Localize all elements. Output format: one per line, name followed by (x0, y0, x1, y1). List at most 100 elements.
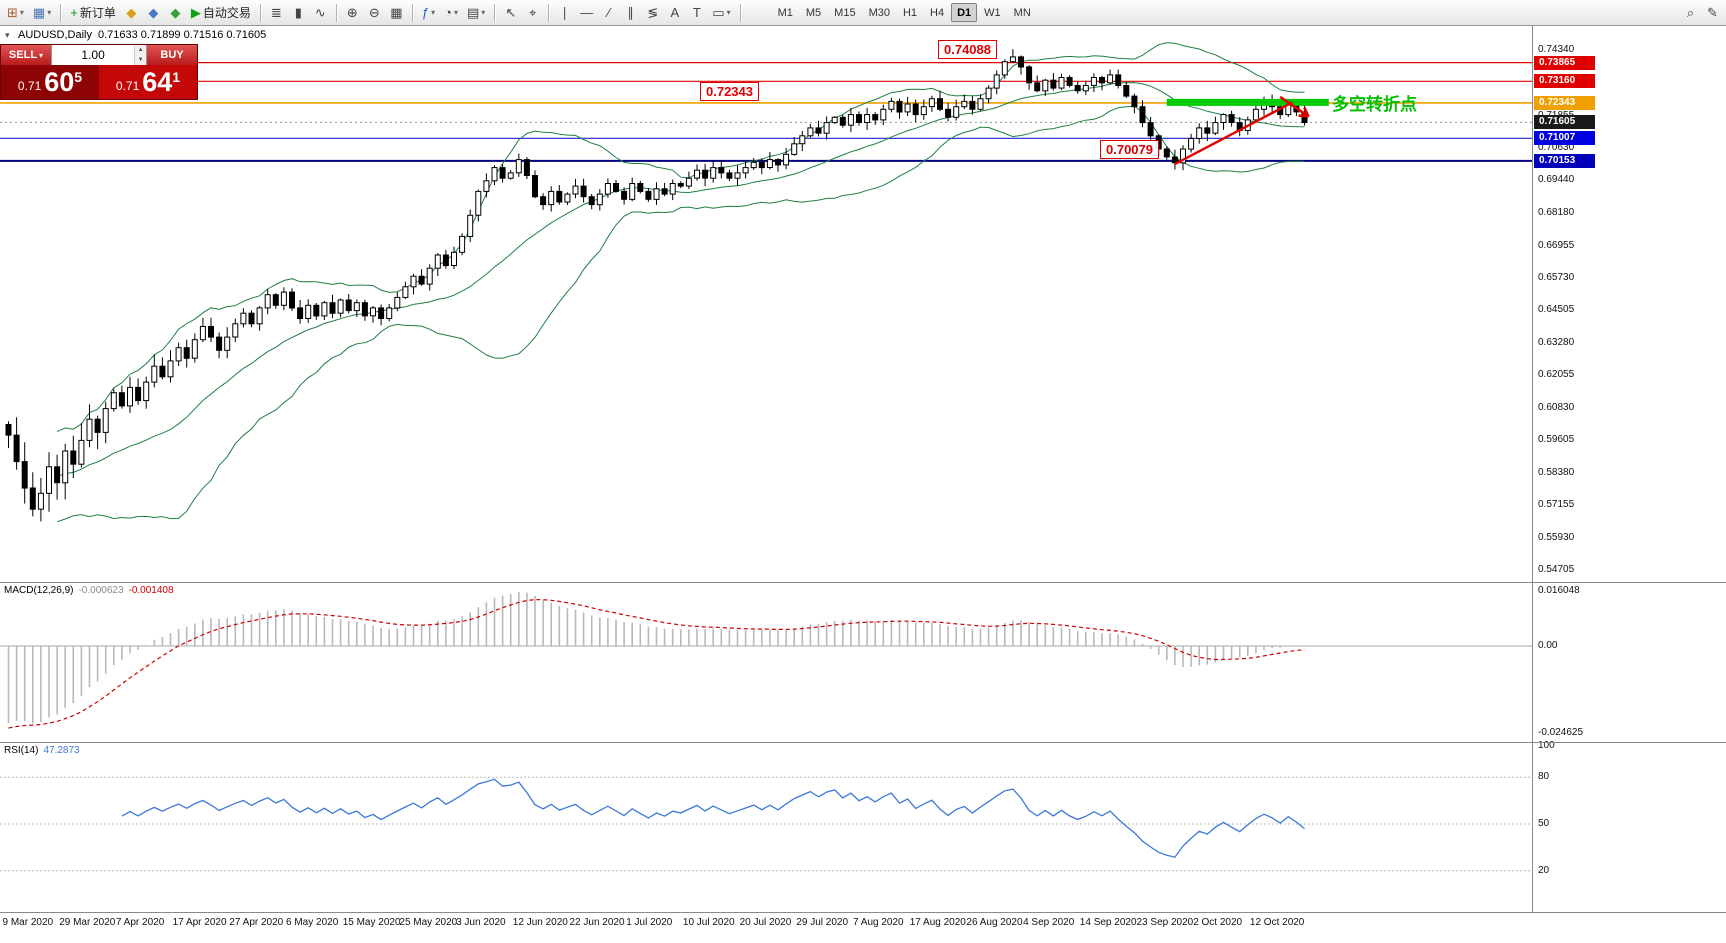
time-axis-label: 1 Jul 2020 (626, 917, 673, 928)
vertical-line-button[interactable]: ∣ (554, 2, 575, 23)
price-scale-tick: 0.59605 (1538, 434, 1575, 446)
rsi-panel[interactable] (0, 742, 1532, 912)
time-axis-label: 25 May 2020 (399, 917, 458, 928)
service-button[interactable]: ◆ (165, 2, 186, 23)
timeframe-m15[interactable]: M15 (828, 3, 861, 22)
sell-button[interactable]: SELL ▾ (1, 45, 51, 65)
one-click-collapse-icon[interactable]: ▾ (5, 30, 10, 40)
candlestick-chart-button[interactable]: ▮ (288, 2, 309, 23)
price-scale-tick: 0.74340 (1538, 44, 1575, 55)
time-axis-label: 10 Jul 2020 (682, 917, 735, 928)
text-icon: A (670, 5, 680, 20)
price-scale-tick: 0.54705 (1538, 564, 1575, 575)
buy-button[interactable]: BUY (147, 45, 197, 65)
time-axis-label: 12 Jun 2020 (512, 917, 568, 928)
toolbar-separator (60, 3, 62, 22)
bar-chart-button[interactable]: ≣ (266, 2, 287, 23)
trendline-button[interactable]: ∕ (598, 2, 619, 23)
price-scale-tick: 0.57155 (1538, 499, 1575, 511)
new-order-button[interactable]: + 新订单 (66, 2, 120, 23)
price-scale-tick: 0.70630 (1538, 142, 1575, 154)
price-scale-tick: 0.71855 (1538, 110, 1574, 121)
rsi-indicator-label: RSI(14) 47.2873 (4, 745, 80, 756)
time-axis-label: 29 Jul 2020 (796, 917, 849, 928)
price-scale[interactable]: 0.74340 0.71855 0.70630 0.69440 0.68180 0.669… (1533, 26, 1726, 912)
new-order-button-label: 新订单 (79, 6, 116, 20)
quick-draw-button[interactable]: ✎ (1702, 2, 1723, 23)
macd-indicator-label: MACD(12,26,9) -0.000623 -0.001408 (4, 585, 174, 596)
timeframe-m1[interactable]: M1 (772, 3, 799, 22)
volume-field: ▲ ▼ (51, 45, 147, 65)
time-axis-label: 17 Aug 2020 (909, 917, 966, 928)
cursor-button[interactable]: ↖ (500, 2, 521, 23)
macd-panel[interactable] (0, 582, 1532, 742)
annotation-peak-price[interactable]: 0.74088 (938, 40, 997, 59)
timeframe-m5[interactable]: M5 (800, 3, 827, 22)
templates-icon: ▤ (466, 5, 480, 20)
price-tag: 0.71007 (1534, 131, 1595, 146)
time-axis-label: 2 Oct 2020 (1193, 917, 1243, 928)
time-axis-label: 27 Apr 2020 (229, 917, 284, 928)
text-button[interactable]: A (664, 2, 685, 23)
templates-button[interactable]: ▤ ▾ (463, 2, 489, 23)
community-icon: ◆ (148, 5, 159, 20)
macd-scale-max: 0.016048 (1538, 585, 1580, 596)
zoom-in-button[interactable]: ⊕ (342, 2, 363, 23)
dropdown-arrow-icon: ▾ (453, 8, 458, 17)
price-tag: 0.72343 (1534, 95, 1595, 110)
periods-button[interactable]: ◔ ▾ (440, 2, 462, 23)
timeframe-h1[interactable]: H1 (897, 3, 923, 22)
new-chart-button[interactable]: ⊞ ▾ (3, 2, 28, 23)
timeframe-d1[interactable]: D1 (951, 3, 978, 22)
line-chart-button[interactable]: ∿ (310, 2, 331, 23)
tile-windows-button[interactable]: ▦ (386, 2, 407, 23)
candlestick-plot[interactable] (0, 26, 1532, 582)
search-button[interactable]: ⌕ (1680, 2, 1701, 23)
sell-price-button[interactable]: 0.71 60 5 (1, 65, 99, 99)
zoom-in-icon: ⊕ (346, 5, 358, 20)
autotrading-button[interactable]: ▶ 自动交易 (187, 2, 255, 23)
volume-up-button[interactable]: ▲ (135, 45, 146, 55)
zoom-out-button[interactable]: ⊖ (364, 2, 385, 23)
main-toolbar: ⊞ ▾ ▦ ▾ + 新订单 ◆ ◆ ◆ ▶ 自动交易 ≣ ▮ ∿ ⊕ ⊖ ▦ ƒ ▾ ◔ ▾ ▤ ▾ ↖ ⌖ ∣ ― ∕ ∥ ≶ A T ▭ ▾ M… (0, 0, 1726, 26)
timeframe-h4[interactable]: H4 (924, 3, 950, 22)
horizontal-line-button[interactable]: ― (576, 2, 597, 23)
price-tag: 0.73865 (1534, 55, 1595, 70)
vertical-line-icon: ∣ (561, 5, 569, 20)
time-axis-label: 14 Sep 2020 (1079, 917, 1137, 928)
time-scale[interactable]: 9 Mar 2020 29 Mar 2020 7 Apr 2020 17 Apr 20… (0, 913, 1532, 943)
turning-point-label[interactable]: 多空转折点 (1332, 95, 1417, 114)
annotation-mid-price[interactable]: 0.72343 (700, 82, 759, 101)
autotrading-button-label: 自动交易 (202, 6, 251, 20)
volume-down-button[interactable]: ▼ (135, 55, 146, 65)
label-button[interactable]: T (686, 2, 707, 23)
rsi-panel-separator[interactable] (0, 742, 1726, 743)
price-chart-window: ▾ AUDUSD,Daily 0.71633 0.71899 0.71516 0.… (0, 26, 1532, 582)
metaeditor-button[interactable]: ◆ (121, 2, 142, 23)
rsi-scale-level: 80 (1538, 771, 1550, 783)
fibonacci-icon: ≶ (647, 5, 659, 20)
time-axis-label: 12 Oct 2020 (1249, 917, 1305, 928)
fibonacci-button[interactable]: ≶ (642, 2, 663, 23)
chart-profiles-button[interactable]: ▦ ▾ (29, 2, 55, 23)
channel-button[interactable]: ∥ (620, 2, 641, 23)
time-axis-label: 7 Apr 2020 (115, 917, 165, 928)
timeframe-w1[interactable]: W1 (978, 3, 1007, 22)
timeframe-mn[interactable]: MN (1008, 3, 1037, 22)
time-axis-label: 4 Sep 2020 (1023, 917, 1075, 928)
time-axis-label: 23 Sep 2020 (1136, 917, 1194, 928)
macd-panel-separator[interactable] (0, 582, 1726, 583)
buy-price-button[interactable]: 0.71 64 1 (99, 65, 197, 99)
chevron-down-icon: ▾ (39, 50, 44, 60)
shapes-button[interactable]: ▭ ▾ (708, 2, 734, 23)
indicators-button[interactable]: ƒ ▾ (418, 2, 439, 23)
community-button[interactable]: ◆ (143, 2, 164, 23)
price-tag: 0.71605 (1534, 115, 1595, 130)
cursor-icon: ↖ (505, 5, 517, 20)
volume-input[interactable] (52, 45, 135, 65)
timeframe-m30[interactable]: M30 (863, 3, 896, 22)
crosshair-button[interactable]: ⌖ (522, 2, 543, 23)
toolbar-separator (739, 3, 741, 22)
annotation-low-price[interactable]: 0.70079 (1100, 140, 1159, 159)
